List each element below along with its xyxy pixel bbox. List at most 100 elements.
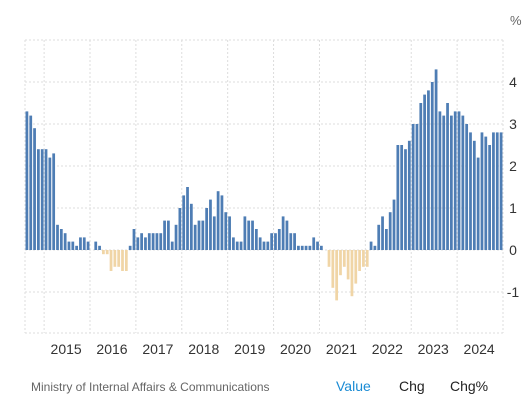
bar [94, 241, 98, 250]
bar [365, 250, 369, 267]
bar [346, 250, 350, 280]
bar [350, 250, 354, 297]
bar [331, 250, 335, 288]
bar [495, 132, 499, 250]
bar [392, 199, 396, 250]
bar [316, 241, 319, 250]
chart-canvas: -1 0 1 2 3 4 2015 2016 2017 2018 2019 2020 2021 2022… [24, 13, 522, 357]
bar [499, 132, 503, 250]
bar [132, 229, 136, 250]
y-axis-ticks: -1 0 1 2 3 4 [507, 74, 520, 300]
bar [212, 216, 216, 250]
bar [492, 132, 495, 250]
bar [484, 136, 488, 250]
x-tick-label: 2021 [326, 341, 357, 357]
bar [205, 208, 209, 250]
bar [239, 241, 243, 250]
bar [220, 195, 224, 250]
bar [270, 233, 274, 250]
bar [235, 241, 239, 250]
y-tick-label: 3 [509, 116, 517, 132]
bar [438, 111, 442, 251]
bar [373, 245, 377, 250]
bar [178, 208, 182, 250]
bar [44, 149, 48, 250]
x-tick-label: 2019 [234, 341, 265, 357]
bar [469, 132, 472, 250]
bar [362, 250, 365, 267]
bar [304, 245, 308, 250]
bar [63, 233, 67, 250]
bar [201, 220, 205, 250]
bar [247, 220, 251, 250]
bar [144, 237, 147, 250]
bar [281, 216, 285, 250]
bar [339, 250, 342, 276]
bar [186, 187, 189, 250]
bar [79, 237, 82, 250]
bar [86, 241, 90, 250]
tab-chg-percent[interactable]: Chg% [450, 378, 489, 394]
bar [193, 224, 197, 250]
bar [124, 250, 128, 271]
bar [82, 237, 86, 250]
bar [147, 233, 151, 250]
bar [67, 241, 71, 250]
bar [358, 250, 361, 271]
bar [277, 229, 281, 250]
bar [312, 237, 316, 250]
bar [354, 250, 358, 284]
bar [52, 153, 56, 250]
x-tick-label: 2024 [464, 341, 495, 357]
bar [25, 111, 29, 251]
bar [228, 216, 231, 250]
bar [342, 250, 346, 267]
x-tick-label: 2023 [418, 341, 449, 357]
bar [159, 233, 163, 250]
bar [113, 250, 117, 267]
bar [453, 111, 457, 251]
bar [274, 233, 277, 250]
x-tick-label: 2017 [142, 341, 173, 357]
bar [136, 237, 140, 250]
bar [102, 250, 105, 255]
bar [457, 111, 461, 251]
bar [216, 191, 220, 250]
bar [300, 245, 304, 250]
bar [251, 220, 254, 250]
bar [319, 245, 323, 250]
bar [472, 140, 476, 250]
bar [434, 69, 438, 251]
bar [449, 115, 453, 250]
bar [128, 245, 132, 250]
y-tick-label: 2 [509, 158, 517, 174]
y-tick-label: 0 [509, 242, 517, 258]
x-tick-label: 2015 [51, 341, 82, 357]
bar [29, 115, 33, 250]
bar [40, 149, 44, 250]
bar [480, 132, 484, 250]
bar [388, 212, 392, 250]
tab-chg[interactable]: Chg [399, 378, 425, 394]
source-label: Ministry of Internal Affairs & Communica… [31, 380, 270, 394]
bar [170, 241, 174, 250]
bar [151, 233, 155, 250]
bar [75, 245, 79, 250]
bar [442, 115, 446, 250]
bar [232, 237, 235, 250]
bar [400, 145, 404, 250]
tab-value[interactable]: Value [336, 378, 371, 394]
bar [117, 250, 121, 267]
bar [384, 229, 388, 250]
bar [71, 241, 75, 250]
bar [258, 237, 262, 250]
bar [369, 241, 373, 250]
bar [407, 140, 411, 250]
x-tick-label: 2020 [280, 341, 311, 357]
unit-label: % [510, 13, 522, 28]
x-tick-label: 2022 [372, 341, 403, 357]
bar [419, 103, 423, 250]
bar [167, 220, 170, 250]
bar [327, 250, 331, 267]
bar [465, 124, 469, 250]
